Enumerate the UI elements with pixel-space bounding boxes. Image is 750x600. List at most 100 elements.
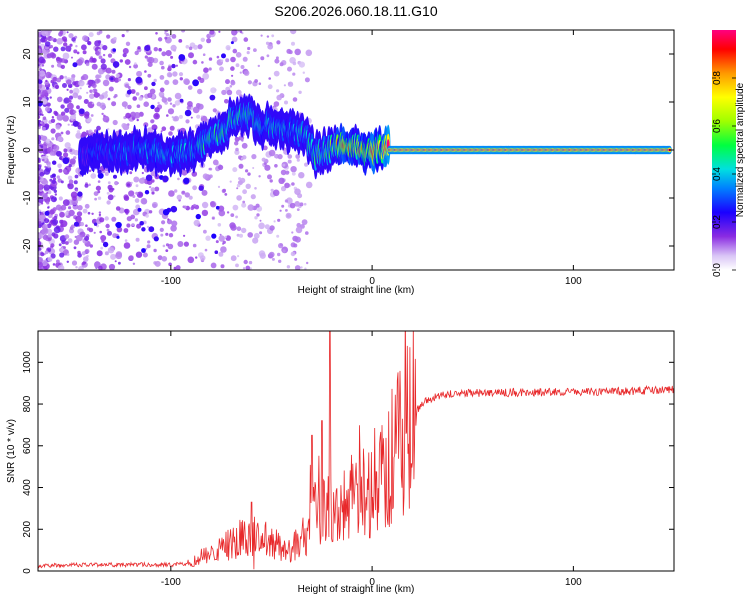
noise-speck bbox=[266, 35, 270, 38]
noise-speck bbox=[47, 164, 51, 168]
noise-speck bbox=[210, 201, 216, 208]
noise-speck bbox=[38, 164, 42, 171]
noise-speck bbox=[172, 71, 178, 77]
noise-speck bbox=[236, 226, 242, 231]
noise-speck bbox=[46, 191, 49, 194]
noise-speck bbox=[278, 259, 282, 263]
noise-speck bbox=[124, 239, 128, 242]
noise-speck bbox=[185, 45, 190, 49]
noise-blob bbox=[141, 227, 146, 232]
noise-speck bbox=[247, 80, 252, 85]
noise-speck bbox=[306, 261, 309, 265]
noise-speck bbox=[97, 190, 101, 194]
noise-speck bbox=[90, 114, 94, 117]
noise-speck bbox=[107, 230, 112, 236]
noise-speck bbox=[112, 119, 118, 126]
noise-speck bbox=[56, 77, 62, 83]
noise-speck bbox=[305, 231, 309, 235]
noise-speck bbox=[201, 201, 209, 209]
noise-speck bbox=[271, 34, 275, 38]
noise-blob bbox=[179, 98, 184, 103]
noise-speck bbox=[38, 233, 44, 239]
noise-speck bbox=[277, 154, 283, 160]
noise-speck bbox=[81, 44, 87, 51]
noise-speck bbox=[72, 196, 77, 201]
noise-speck bbox=[247, 46, 251, 51]
noise-speck bbox=[159, 60, 164, 66]
noise-speck bbox=[281, 204, 285, 208]
noise-speck bbox=[43, 184, 50, 191]
noise-speck bbox=[42, 89, 48, 96]
noise-speck bbox=[38, 220, 42, 225]
noise-speck bbox=[206, 38, 212, 44]
noise-speck bbox=[168, 190, 175, 197]
noise-speck bbox=[304, 267, 307, 270]
noise-speck bbox=[67, 123, 70, 126]
noise-speck bbox=[188, 46, 193, 51]
noise-speck bbox=[76, 105, 80, 110]
noise-speck bbox=[53, 46, 59, 52]
noise-speck bbox=[267, 84, 273, 90]
noise-speck bbox=[150, 171, 156, 177]
noise-speck bbox=[247, 204, 255, 211]
noise-speck bbox=[44, 218, 50, 224]
y-tick-label: 20 bbox=[22, 48, 33, 60]
noise-speck bbox=[159, 75, 165, 80]
noise-speck bbox=[241, 139, 244, 142]
noise-speck bbox=[63, 152, 69, 158]
noise-speck bbox=[101, 112, 104, 116]
noise-speck bbox=[128, 65, 132, 69]
noise-speck bbox=[60, 223, 64, 228]
noise-speck bbox=[59, 211, 65, 218]
noise-speck bbox=[276, 94, 283, 101]
noise-speck bbox=[61, 36, 67, 42]
noise-speck bbox=[67, 238, 73, 244]
noise-speck bbox=[302, 71, 305, 74]
noise-speck bbox=[304, 162, 309, 167]
noise-speck bbox=[40, 121, 43, 125]
noise-speck bbox=[94, 40, 101, 47]
noise-speck bbox=[76, 59, 83, 66]
noise-speck bbox=[276, 89, 280, 93]
noise-speck bbox=[294, 201, 301, 207]
noise-speck bbox=[145, 214, 149, 218]
noise-speck bbox=[42, 35, 47, 40]
noise-speck bbox=[41, 227, 49, 235]
noise-speck bbox=[192, 185, 198, 191]
noise-speck bbox=[142, 252, 148, 258]
noise-speck bbox=[293, 243, 298, 248]
noise-speck bbox=[71, 260, 78, 266]
noise-speck bbox=[81, 251, 86, 256]
noise-blob bbox=[209, 94, 216, 101]
noise-speck bbox=[291, 41, 295, 46]
noise-speck bbox=[66, 88, 69, 91]
noise-speck bbox=[58, 32, 63, 37]
noise-speck bbox=[258, 175, 261, 178]
noise-speck bbox=[260, 34, 263, 37]
noise-speck bbox=[305, 49, 313, 57]
noise-speck bbox=[167, 108, 175, 115]
noise-speck bbox=[300, 266, 303, 269]
noise-speck bbox=[170, 55, 174, 59]
noise-speck bbox=[268, 149, 276, 157]
noise-speck bbox=[134, 218, 138, 222]
y-tick-label: 800 bbox=[22, 395, 33, 412]
noise-speck bbox=[40, 145, 44, 149]
spectrogram-x-axis-label: Height of straight line (km) bbox=[298, 285, 415, 296]
noise-speck bbox=[226, 89, 233, 96]
y-tick-label: -10 bbox=[22, 190, 33, 205]
noise-speck bbox=[126, 223, 131, 228]
noise-speck bbox=[160, 233, 164, 237]
noise-speck bbox=[125, 41, 131, 46]
noise-speck bbox=[76, 234, 83, 242]
noise-speck bbox=[107, 97, 111, 101]
noise-speck bbox=[224, 235, 227, 239]
spectrogram-ridge bbox=[78, 93, 672, 180]
noise-speck bbox=[50, 37, 54, 41]
noise-speck bbox=[287, 154, 293, 159]
noise-speck bbox=[112, 233, 118, 239]
noise-speck bbox=[53, 226, 61, 234]
noise-speck bbox=[190, 116, 193, 119]
noise-speck bbox=[291, 171, 296, 176]
noise-speck bbox=[38, 134, 42, 141]
